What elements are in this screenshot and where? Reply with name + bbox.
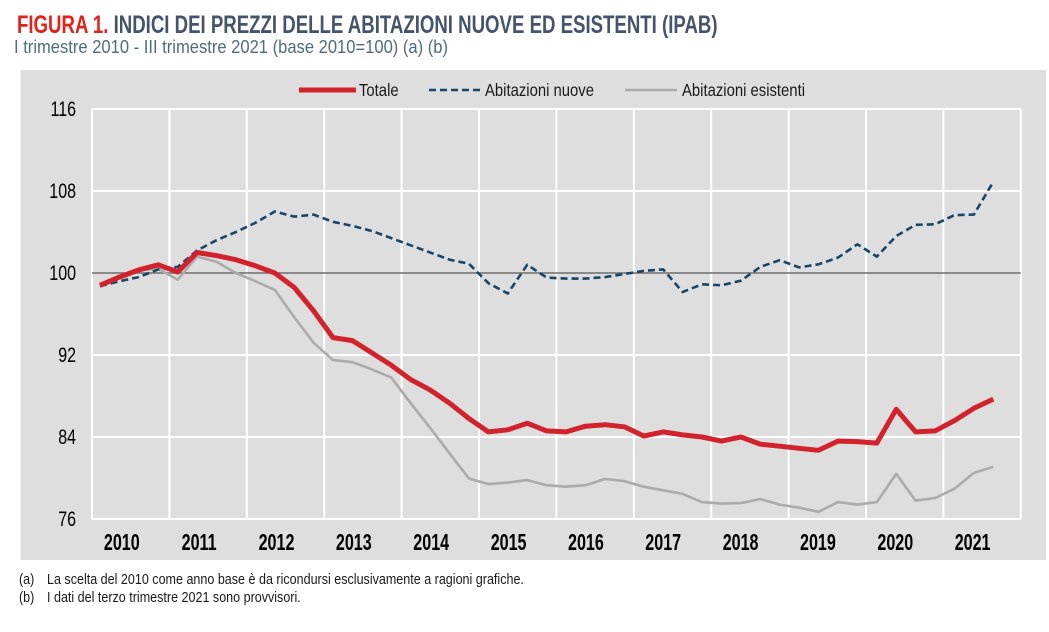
svg-text:2010: 2010 <box>104 530 140 555</box>
svg-text:116: 116 <box>50 98 76 122</box>
svg-text:Abitazioni esistenti: Abitazioni esistenti <box>682 81 805 101</box>
svg-text:76: 76 <box>58 508 76 532</box>
svg-text:2012: 2012 <box>259 530 295 555</box>
svg-text:92: 92 <box>58 344 76 368</box>
svg-text:2014: 2014 <box>413 530 449 555</box>
svg-text:Totale: Totale <box>359 81 399 101</box>
svg-text:2013: 2013 <box>336 530 372 555</box>
svg-text:2019: 2019 <box>800 530 836 555</box>
svg-text:84: 84 <box>58 426 76 450</box>
svg-text:108: 108 <box>49 180 76 204</box>
svg-text:Abitazioni nuove: Abitazioni nuove <box>485 81 594 101</box>
svg-text:2016: 2016 <box>568 530 604 555</box>
svg-text:2020: 2020 <box>877 530 913 555</box>
svg-text:100: 100 <box>49 262 76 286</box>
svg-text:2018: 2018 <box>723 530 759 555</box>
svg-text:2017: 2017 <box>645 530 681 555</box>
svg-text:2015: 2015 <box>491 530 527 555</box>
svg-text:2021: 2021 <box>955 530 991 555</box>
svg-text:2011: 2011 <box>182 530 217 555</box>
